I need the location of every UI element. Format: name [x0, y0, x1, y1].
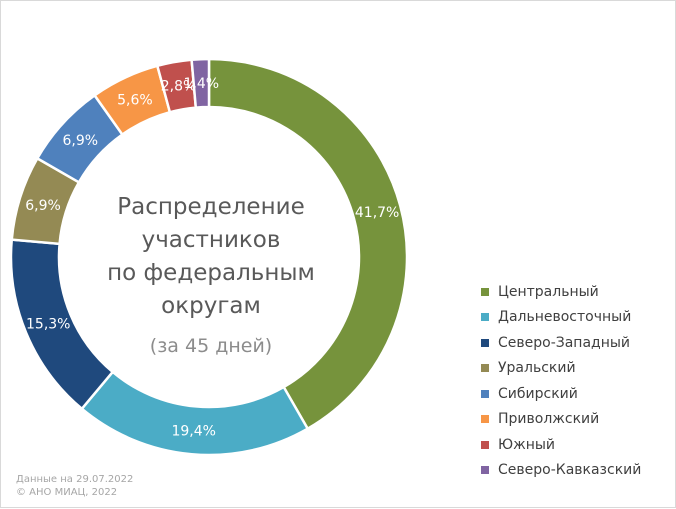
legend-label: Южный	[498, 436, 556, 453]
chart-subtitle: (за 45 дней)	[149, 335, 273, 357]
data-label-central: 41,7%	[355, 205, 399, 221]
legend-label: Северо-Кавказский	[498, 462, 642, 479]
slice-far-eastern	[80, 370, 310, 457]
legend-swatch	[481, 466, 489, 475]
legend-label: Северо-Западный	[498, 334, 631, 351]
footer-date: Данные на 29.07.2022	[16, 474, 134, 485]
footer: Данные на 29.07.2022 © АНО МИАЦ, 2022	[16, 473, 133, 499]
legend-label: Уральский	[498, 360, 576, 377]
data-label-far-eastern: 19,4%	[171, 423, 215, 439]
slice-north-caucasian	[190, 57, 211, 109]
legend-item-far-eastern: Дальневосточный	[481, 305, 641, 331]
legend-label: Центральный	[498, 283, 599, 300]
chart-title: Распределение участников по федеральным …	[107, 194, 315, 319]
legend-swatch	[481, 287, 489, 296]
data-label-north-western: 15,3%	[26, 317, 70, 333]
data-label-siberian: 6,9%	[63, 133, 99, 149]
data-label-north-caucasian: 1,4%	[184, 76, 220, 92]
slice-central	[207, 57, 409, 431]
footer-copyright: © АНО МИАЦ, 2022	[16, 487, 118, 498]
data-label-ural: 6,9%	[25, 198, 61, 214]
legend-item-central: Центральный	[481, 279, 641, 305]
data-label-volga: 5,6%	[117, 93, 153, 109]
legend-item-north-caucasian: Северо-Кавказский	[481, 458, 641, 484]
legend-item-ural: Уральский	[481, 356, 641, 382]
legend-item-north-western: Северо-Западный	[481, 330, 641, 356]
legend-swatch	[481, 440, 489, 449]
legend-label: Сибирский	[498, 385, 578, 402]
legend-swatch	[481, 415, 489, 424]
legend-label: Дальневосточный	[498, 309, 632, 326]
legend-swatch	[481, 389, 489, 398]
legend-item-siberian: Сибирский	[481, 381, 641, 407]
legend-swatch	[481, 313, 489, 322]
legend-swatch	[481, 338, 489, 347]
legend-label: Приволжский	[498, 411, 600, 428]
data-label-southern: 2,8%	[161, 79, 197, 95]
legend-swatch	[481, 364, 489, 373]
legend: Центральный Дальневосточный Северо-Западны…	[481, 279, 641, 483]
legend-item-southern: Южный	[481, 432, 641, 458]
legend-item-volga: Приволжский	[481, 407, 641, 433]
